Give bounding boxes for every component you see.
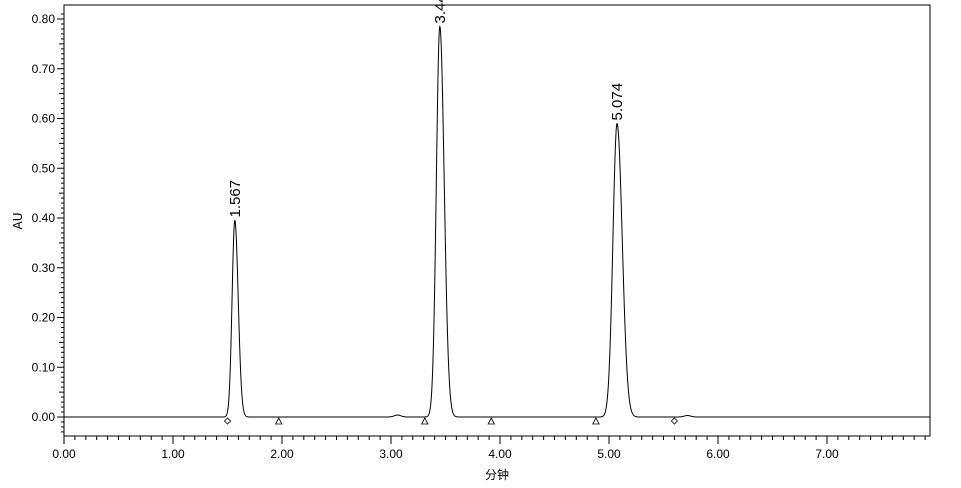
x-tick-label: 2.00 <box>270 447 294 461</box>
integration-diamond-marker <box>670 417 678 425</box>
x-tick-label: 6.00 <box>706 447 730 461</box>
chromatogram-series <box>64 25 930 418</box>
y-tick-label: 0.20 <box>32 311 56 325</box>
peak-retention-label: 1.567 <box>227 180 244 218</box>
x-axis-title: 分钟 <box>485 467 509 482</box>
y-tick-label: 0.50 <box>32 161 56 175</box>
chromatogram-line <box>64 25 930 418</box>
x-tick-label: 5.00 <box>597 447 621 461</box>
plot-frame <box>63 4 931 437</box>
integration-triangle-marker <box>420 417 429 425</box>
y-tick-label: 0.30 <box>32 261 56 275</box>
y-tick-label: 0.40 <box>32 211 56 225</box>
y-axis: 0.00 0.10 0.20 0.30 0.40 0.50 0.60 0.70 0.80 <box>32 12 64 433</box>
y-axis-title: AU <box>11 213 25 230</box>
integration-markers <box>223 417 678 425</box>
y-tick-label: 0.60 <box>32 112 56 126</box>
x-tick-label: 1.00 <box>161 447 185 461</box>
x-tick-label: 4.00 <box>488 447 512 461</box>
integration-triangle-marker <box>274 417 283 425</box>
x-tick-label: 0.00 <box>52 447 76 461</box>
peak-labels: 1.567 3.448 5.074 <box>227 0 626 218</box>
y-tick-label: 0.70 <box>32 62 56 76</box>
y-tick-label: 0.80 <box>32 12 56 26</box>
y-tick-label: 0.10 <box>32 360 56 374</box>
peak-retention-label: 3.448 <box>432 0 449 24</box>
integration-triangle-marker <box>487 417 496 425</box>
x-tick-label: 7.00 <box>815 447 839 461</box>
integration-diamond-marker <box>223 417 232 425</box>
peak-retention-label: 5.074 <box>609 83 626 121</box>
x-axis: 0.00 1.00 2.00 3.00 4.00 5.00 6.00 7.00 <box>52 436 926 461</box>
integration-triangle-marker <box>592 417 600 425</box>
y-tick-label: 0.00 <box>32 410 56 424</box>
x-tick-label: 3.00 <box>379 447 403 461</box>
